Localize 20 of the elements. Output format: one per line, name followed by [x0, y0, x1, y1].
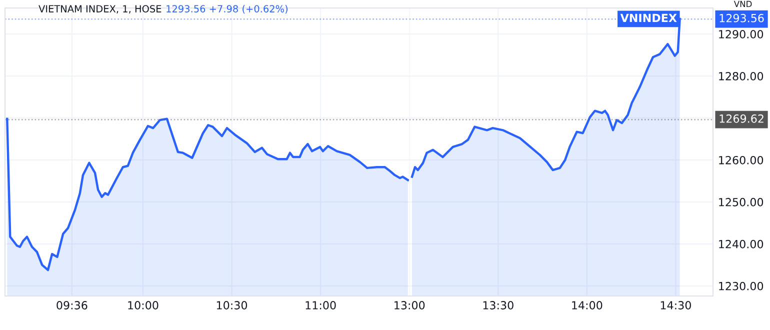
y-tick-label: 1240.00	[719, 240, 764, 248]
x-tick-label: 13:00	[394, 301, 425, 310]
y-tick-label: 1230.00	[719, 282, 764, 290]
ref-line-label: 1269.62	[720, 114, 764, 123]
chart-subtitle: 1293.56 +7.98 (+0.62%)	[166, 4, 288, 14]
x-tick-label: 10:30	[216, 301, 248, 310]
y-tick-label: 1260.00	[719, 156, 764, 164]
series-label: VNINDEX	[620, 14, 677, 22]
x-tick-label: 09:36	[56, 301, 88, 310]
x-tick-label: 11:00	[306, 301, 336, 310]
ref-line-label: 1293.56	[720, 14, 764, 22]
y-tick-label: 1280.00	[719, 72, 764, 80]
x-tick-label: 14:00	[572, 301, 602, 310]
x-tick-label: 13:30	[483, 301, 514, 310]
chart-title: VIETNAM INDEX, 1, HOSE	[38, 5, 162, 14]
text: VND	[734, 0, 752, 7]
y-tick-label: 1290.00	[719, 30, 764, 38]
x-tick-label: 14:30	[660, 301, 691, 310]
y-tick-label: 1250.00	[719, 198, 764, 206]
x-tick-label: 10:00	[128, 301, 158, 310]
